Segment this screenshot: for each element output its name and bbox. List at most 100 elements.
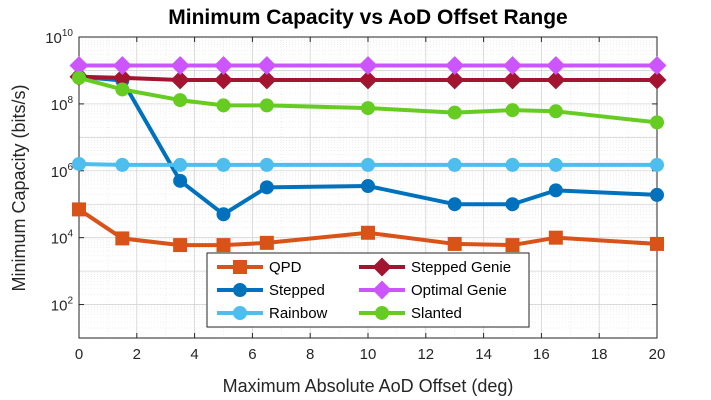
data-point-rainbow [173, 157, 188, 172]
data-point-qpd [548, 230, 563, 245]
data-point-optimal-genie [112, 56, 132, 76]
data-point-slanted [72, 70, 86, 85]
x-tick-label: 18 [591, 346, 608, 363]
data-point-rainbow [548, 157, 563, 172]
data-point-optimal-genie [358, 56, 378, 76]
legend-label-optimal-genie: Optimal Genie [411, 282, 507, 299]
legend-label-stepped-genie: Stepped Genie [411, 259, 511, 276]
data-point-slanted [115, 82, 130, 97]
data-point-qpd [72, 202, 86, 217]
legend-entry-qpd: QPD [217, 259, 302, 276]
legend-entry-rainbow: Rainbow [217, 305, 328, 322]
data-point-stepped [447, 197, 462, 212]
y-tick-label: 104 [51, 229, 74, 248]
legend-marker-qpd [233, 260, 247, 274]
axes-layer: 0 2 4 6 8 10 12 14 16 18 20 102 104 106 108 1010 [45, 28, 665, 363]
y-tick-label: 1010 [45, 28, 73, 47]
x-tick-label: 6 [248, 346, 256, 363]
legend-entry-optimal-genie: Optimal Genie [359, 280, 507, 300]
data-point-qpd [173, 238, 188, 253]
data-point-stepped-genie [647, 70, 667, 90]
y-tick-label: 108 [51, 95, 74, 114]
data-point-slanted [650, 115, 664, 130]
series-stepped-genie [69, 67, 667, 90]
legend-marker-optimal-genie [372, 280, 392, 300]
series-slanted [72, 70, 664, 130]
legend-entry-slanted: Slanted [359, 305, 462, 322]
data-point-rainbow [447, 157, 462, 172]
data-point-optimal-genie [503, 56, 522, 76]
legend-marker-slanted [375, 306, 389, 320]
x-tick-label: 16 [533, 346, 550, 363]
series-line-stepped-genie [78, 74, 657, 82]
data-point-qpd [216, 238, 231, 253]
x-axis-label: Maximum Absolute AoD Offset (deg) [223, 376, 514, 396]
data-point-rainbow [216, 157, 231, 172]
y-tick-label: 106 [51, 162, 74, 181]
x-tick-label: 4 [190, 346, 198, 363]
data-point-stepped [259, 180, 274, 195]
data-point-slanted [548, 104, 563, 119]
data-point-slanted [505, 103, 520, 118]
y-tick-label: 102 [51, 296, 74, 315]
data-point-stepped-genie [546, 70, 566, 90]
data-point-qpd [505, 238, 520, 253]
data-point-stepped-genie [257, 70, 277, 90]
series-layer [69, 56, 667, 253]
data-point-optimal-genie [257, 56, 277, 76]
data-point-slanted [361, 101, 375, 116]
series-line-qpd [77, 207, 658, 248]
legend-entry-stepped-genie: Stepped Genie [359, 257, 511, 277]
data-point-rainbow [650, 157, 664, 172]
data-point-rainbow [361, 157, 375, 172]
data-point-stepped [650, 187, 664, 202]
legend-marker-stepped-genie [372, 257, 392, 277]
data-point-slanted [447, 105, 462, 120]
data-point-slanted [259, 98, 274, 113]
y-axis-label: Minimum Capacity (bits/s) [9, 84, 29, 291]
legend-label-rainbow: Rainbow [269, 305, 328, 322]
data-point-rainbow [115, 157, 130, 172]
data-point-rainbow [72, 156, 86, 171]
data-point-qpd [447, 236, 462, 251]
data-point-optimal-genie [445, 56, 465, 76]
data-point-stepped-genie [358, 70, 378, 90]
legend: QPD Stepped Genie Stepped Optimal Genie Rain… [206, 252, 530, 328]
x-tick-label: 12 [417, 346, 434, 363]
data-point-stepped [505, 197, 520, 212]
legend-label-qpd: QPD [269, 259, 302, 276]
series-optimal-genie [69, 56, 667, 76]
data-point-rainbow [259, 157, 274, 172]
x-tick-label: 2 [133, 346, 141, 363]
data-point-optimal-genie [170, 56, 190, 76]
series-rainbow [72, 156, 664, 172]
data-point-qpd [650, 236, 664, 251]
legend-entry-stepped: Stepped [217, 282, 325, 299]
chart-title: Minimum Capacity vs AoD Offset Range [168, 6, 567, 29]
legend-marker-stepped [233, 283, 247, 297]
x-tick-label: 20 [649, 346, 666, 363]
data-point-stepped [173, 173, 188, 188]
legend-label-slanted: Slanted [411, 305, 462, 322]
x-tick-label: 14 [475, 346, 492, 363]
data-point-slanted [216, 98, 231, 113]
data-point-stepped-genie [445, 70, 465, 90]
data-point-qpd [115, 231, 130, 246]
data-point-qpd [361, 225, 375, 240]
x-tick-label: 8 [306, 346, 314, 363]
data-point-optimal-genie [647, 56, 667, 76]
series-line-rainbow [78, 161, 657, 167]
legend-label-stepped: Stepped [269, 282, 325, 299]
data-point-stepped-genie [170, 70, 190, 90]
data-point-stepped [361, 179, 375, 194]
legend-marker-rainbow [233, 306, 247, 320]
data-point-slanted [173, 93, 188, 108]
data-point-optimal-genie [546, 56, 566, 76]
x-tick-label: 0 [75, 346, 83, 363]
data-point-qpd [259, 235, 274, 250]
series-line-stepped [78, 74, 658, 217]
data-point-stepped [548, 183, 563, 198]
